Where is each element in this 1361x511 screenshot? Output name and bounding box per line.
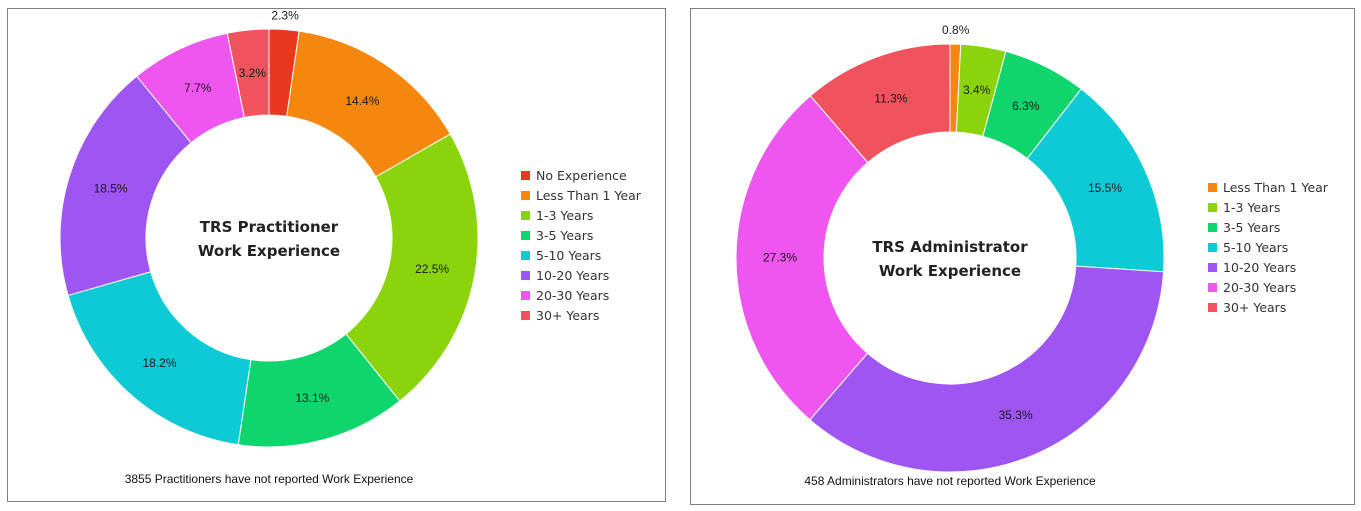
legend-item-3-5-years: 3-5 Years	[1223, 220, 1280, 235]
slice-30plus-years	[226, 28, 270, 119]
legend-swatch-no-experience	[521, 171, 530, 180]
legend-item-less-than-1-year: Less Than 1 Year	[1223, 180, 1329, 195]
slice-label-5-10-years: 18.2%	[143, 356, 177, 370]
legend-item-1-3-years: 1-3 Years	[1223, 200, 1280, 215]
legend-swatch-3-5-years	[1208, 223, 1217, 232]
slice-labels: 2.3% 14.4% 22.5% 13.1% 18.2% 18.5% 7.7% 3.2%	[94, 9, 450, 405]
center-title-line: TRS Practitioner	[200, 218, 339, 236]
legend-swatch-5-10-years	[1208, 243, 1217, 252]
center-title-line: Work Experience	[198, 242, 340, 260]
legend-swatch-30plus-years	[1208, 303, 1217, 312]
legend-swatch-20-30-years	[521, 291, 530, 300]
legend-swatch-10-20-years	[521, 271, 530, 280]
footnote: 3855 Practitioners have not reported Wor…	[125, 472, 414, 486]
legend-item-20-30-years: 20-30 Years	[536, 288, 609, 303]
legend-swatch-less-than-1-year	[1208, 183, 1217, 192]
slice-10-20-years	[59, 75, 192, 297]
slice-30plus-years	[809, 43, 951, 164]
legend-swatch-10-20-years	[1208, 263, 1217, 272]
slice-label-less-than-1-year: 0.8%	[942, 23, 970, 37]
slice-label-20-30-years: 27.3%	[763, 251, 797, 265]
legend-swatch-5-10-years	[521, 251, 530, 260]
administrator-chart-panel: 0.8% 3.4% 6.3% 15.5% 35.3% 27.3% 11.3% TRS Admi…	[690, 8, 1355, 505]
slice-label-less-than-1-year: 14.4%	[345, 94, 379, 108]
legend-item-no-experience: No Experience	[536, 168, 627, 183]
slice-labels: 0.8% 3.4% 6.3% 15.5% 35.3% 27.3% 11.3%	[763, 23, 1122, 422]
slice-label-10-20-years: 18.5%	[94, 181, 128, 195]
legend-swatch-1-3-years	[1208, 203, 1217, 212]
slice-label-no-experience: 2.3%	[271, 9, 299, 23]
slice-label-5-10-years: 15.5%	[1088, 181, 1122, 195]
slice-label-1-3-years: 22.5%	[415, 262, 449, 276]
slice-label-30plus-years: 11.3%	[874, 92, 907, 106]
practitioner-chart-panel: 2.3% 14.4% 22.5% 13.1% 18.2% 18.5% 7.7% 3.2% TRS…	[7, 8, 666, 502]
legend-swatch-less-than-1-year	[521, 191, 530, 200]
slice-label-3-5-years: 13.1%	[295, 391, 329, 405]
center-title: TRS Practitioner Work Experience	[198, 218, 340, 260]
legend-item-10-20-years: 10-20 Years	[536, 268, 609, 283]
legend-swatch-3-5-years	[521, 231, 530, 240]
slice-label-1-3-years: 3.4%	[963, 83, 991, 97]
legend-swatch-20-30-years	[1208, 283, 1217, 292]
slice-label-30plus-years: 3.2%	[239, 66, 267, 80]
legend-item-20-30-years: 20-30 Years	[1223, 280, 1296, 295]
donut-slices	[735, 43, 1165, 473]
legend-item-5-10-years: 5-10 Years	[536, 248, 601, 263]
practitioner-donut-chart: 2.3% 14.4% 22.5% 13.1% 18.2% 18.5% 7.7% 3.2% TRS…	[59, 9, 642, 486]
legend-item-1-3-years: 1-3 Years	[536, 208, 593, 223]
legend: No Experience Less Than 1 Year 1-3 Years 3-…	[521, 168, 642, 323]
center-title-line: TRS Administrator	[872, 238, 1028, 256]
legend-item-30plus-years: 30+ Years	[536, 308, 599, 323]
administrator-donut-chart: 0.8% 3.4% 6.3% 15.5% 35.3% 27.3% 11.3% TRS Admi…	[735, 23, 1329, 488]
slice-label-10-20-years: 35.3%	[999, 408, 1033, 422]
slice-10-20-years	[809, 265, 1165, 473]
center-title-line: Work Experience	[879, 262, 1021, 280]
slice-label-3-5-years: 6.3%	[1012, 99, 1040, 113]
legend-swatch-1-3-years	[521, 211, 530, 220]
slice-20-30-years	[735, 95, 869, 421]
legend-item-less-than-1-year: Less Than 1 Year	[536, 188, 642, 203]
legend-item-10-20-years: 10-20 Years	[1223, 260, 1296, 275]
legend-item-3-5-years: 3-5 Years	[536, 228, 593, 243]
legend-item-5-10-years: 5-10 Years	[1223, 240, 1288, 255]
legend-item-30plus-years: 30+ Years	[1223, 300, 1286, 315]
slice-label-20-30-years: 7.7%	[184, 81, 212, 95]
legend: Less Than 1 Year 1-3 Years 3-5 Years 5-10 Y…	[1208, 180, 1329, 315]
donut-slices	[59, 28, 479, 448]
slice-1-3-years	[345, 133, 479, 402]
footnote: 458 Administrators have not reported Wor…	[804, 474, 1096, 488]
legend-swatch-30plus-years	[521, 311, 530, 320]
center-title: TRS Administrator Work Experience	[872, 238, 1028, 280]
